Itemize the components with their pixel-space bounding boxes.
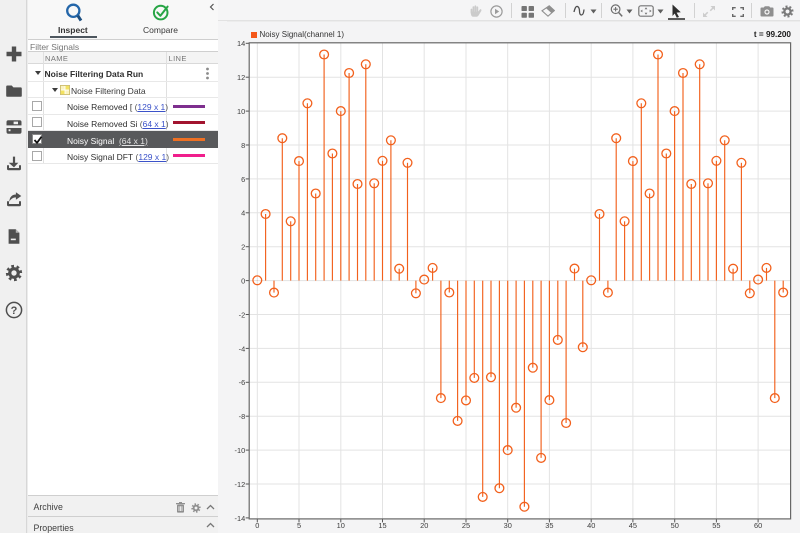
svg-text:35: 35	[545, 521, 553, 530]
svg-text:30: 30	[504, 521, 512, 530]
svg-text:10: 10	[337, 521, 345, 530]
svg-text:?: ?	[10, 305, 17, 317]
svg-text:60: 60	[754, 521, 762, 530]
svg-text:45: 45	[629, 521, 637, 530]
svg-text:15: 15	[378, 521, 386, 530]
svg-text:8: 8	[241, 141, 245, 150]
svg-text:0: 0	[255, 521, 259, 530]
svg-text:50: 50	[671, 521, 679, 530]
svg-text:-8: -8	[239, 412, 246, 421]
svg-text:25: 25	[462, 521, 470, 530]
svg-text:5: 5	[297, 521, 301, 530]
svg-text:40: 40	[587, 521, 595, 530]
svg-text:-10: -10	[235, 446, 246, 455]
svg-text:-6: -6	[239, 378, 246, 387]
svg-text:10: 10	[237, 107, 245, 116]
svg-text:-12: -12	[235, 480, 246, 489]
svg-text:0: 0	[241, 277, 245, 286]
svg-text:-4: -4	[239, 344, 246, 353]
svg-text:-2: -2	[239, 310, 246, 319]
svg-text:20: 20	[420, 521, 428, 530]
svg-text:12: 12	[237, 73, 245, 82]
svg-text:55: 55	[712, 521, 720, 530]
svg-text:-14: -14	[235, 514, 246, 523]
svg-text:14: 14	[237, 39, 245, 48]
svg-text:6: 6	[241, 175, 245, 184]
svg-text:2: 2	[241, 243, 245, 252]
svg-text:4: 4	[241, 209, 245, 218]
